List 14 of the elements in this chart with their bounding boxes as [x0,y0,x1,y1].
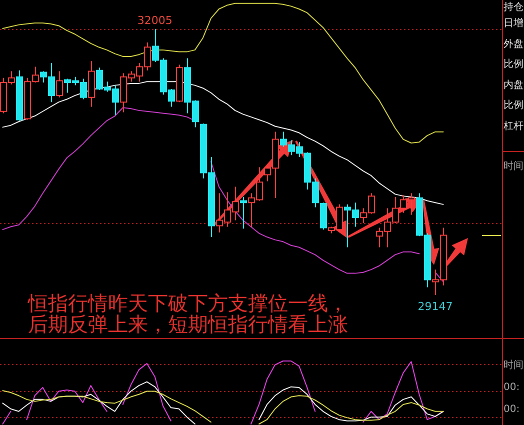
text: 持仓 [504,2,524,13]
annotation: 32005 [137,14,172,27]
text: 00: [504,404,520,415]
text: 时间 [504,360,524,371]
text: 内盘 [504,80,524,91]
annotation: 恒指行情昨天下破下方支撑位一线，后期反弹上来，短期恒指行情看上涨 [28,291,348,336]
text: 00: [504,382,520,393]
text: 杠杆 [504,121,524,132]
text: 比例 [504,59,524,70]
text: 外盘 [504,39,524,50]
text: 时间 [504,161,524,172]
text: 日增 [504,18,524,29]
annotation: 29147 [418,300,453,313]
text: 比例 [504,100,524,111]
